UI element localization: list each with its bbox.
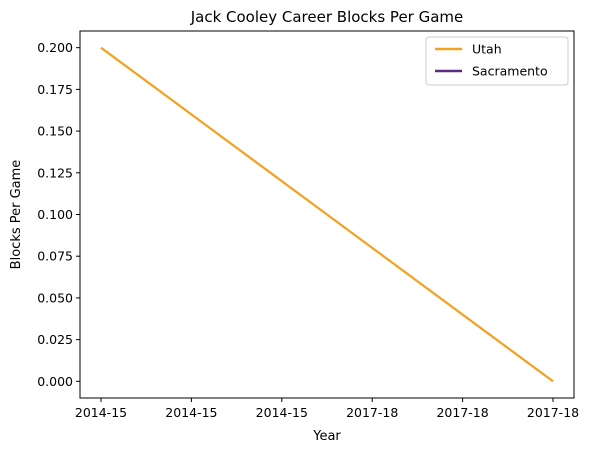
x-tick-label: 2017-18 (436, 405, 488, 420)
y-tick-label: 0.175 (37, 82, 73, 97)
series-layer (100, 46, 554, 383)
x-tick-label: 2017-18 (346, 405, 398, 420)
x-axis-label: Year (312, 429, 341, 444)
y-tick-label: 0.200 (37, 40, 73, 55)
legend-label: Sacramento (472, 64, 548, 79)
legend: Utah Sacramento (425, 36, 569, 86)
plot-frame (79, 30, 575, 399)
y-axis-label: Blocks Per Game (9, 160, 24, 270)
chart-title: Jack Cooley Career Blocks Per Game (190, 8, 464, 26)
y-axis-ticks: 0.000 0.025 0.050 0.075 0.100 0.125 0.150 0.175… (37, 40, 80, 389)
y-tick-label: 0.000 (37, 374, 73, 389)
y-tick-label: 0.025 (37, 332, 73, 347)
x-tick-label: 2014-15 (165, 405, 217, 420)
x-tick-label: 2014-15 (256, 405, 308, 420)
y-tick-label: 0.100 (37, 207, 73, 222)
x-tick-label: 2014-15 (75, 405, 127, 420)
x-axis-ticks: 2014-15 2014-15 2014-15 2017-18 2017-18 2017-… (75, 398, 579, 420)
y-tick-label: 0.050 (37, 290, 73, 305)
series-line-utah (100, 46, 554, 383)
y-tick-label: 0.150 (37, 124, 73, 139)
legend-label: Utah (472, 42, 502, 57)
x-tick-label: 2017-18 (527, 405, 579, 420)
y-tick-label: 0.125 (37, 165, 73, 180)
y-tick-label: 0.075 (37, 249, 73, 264)
